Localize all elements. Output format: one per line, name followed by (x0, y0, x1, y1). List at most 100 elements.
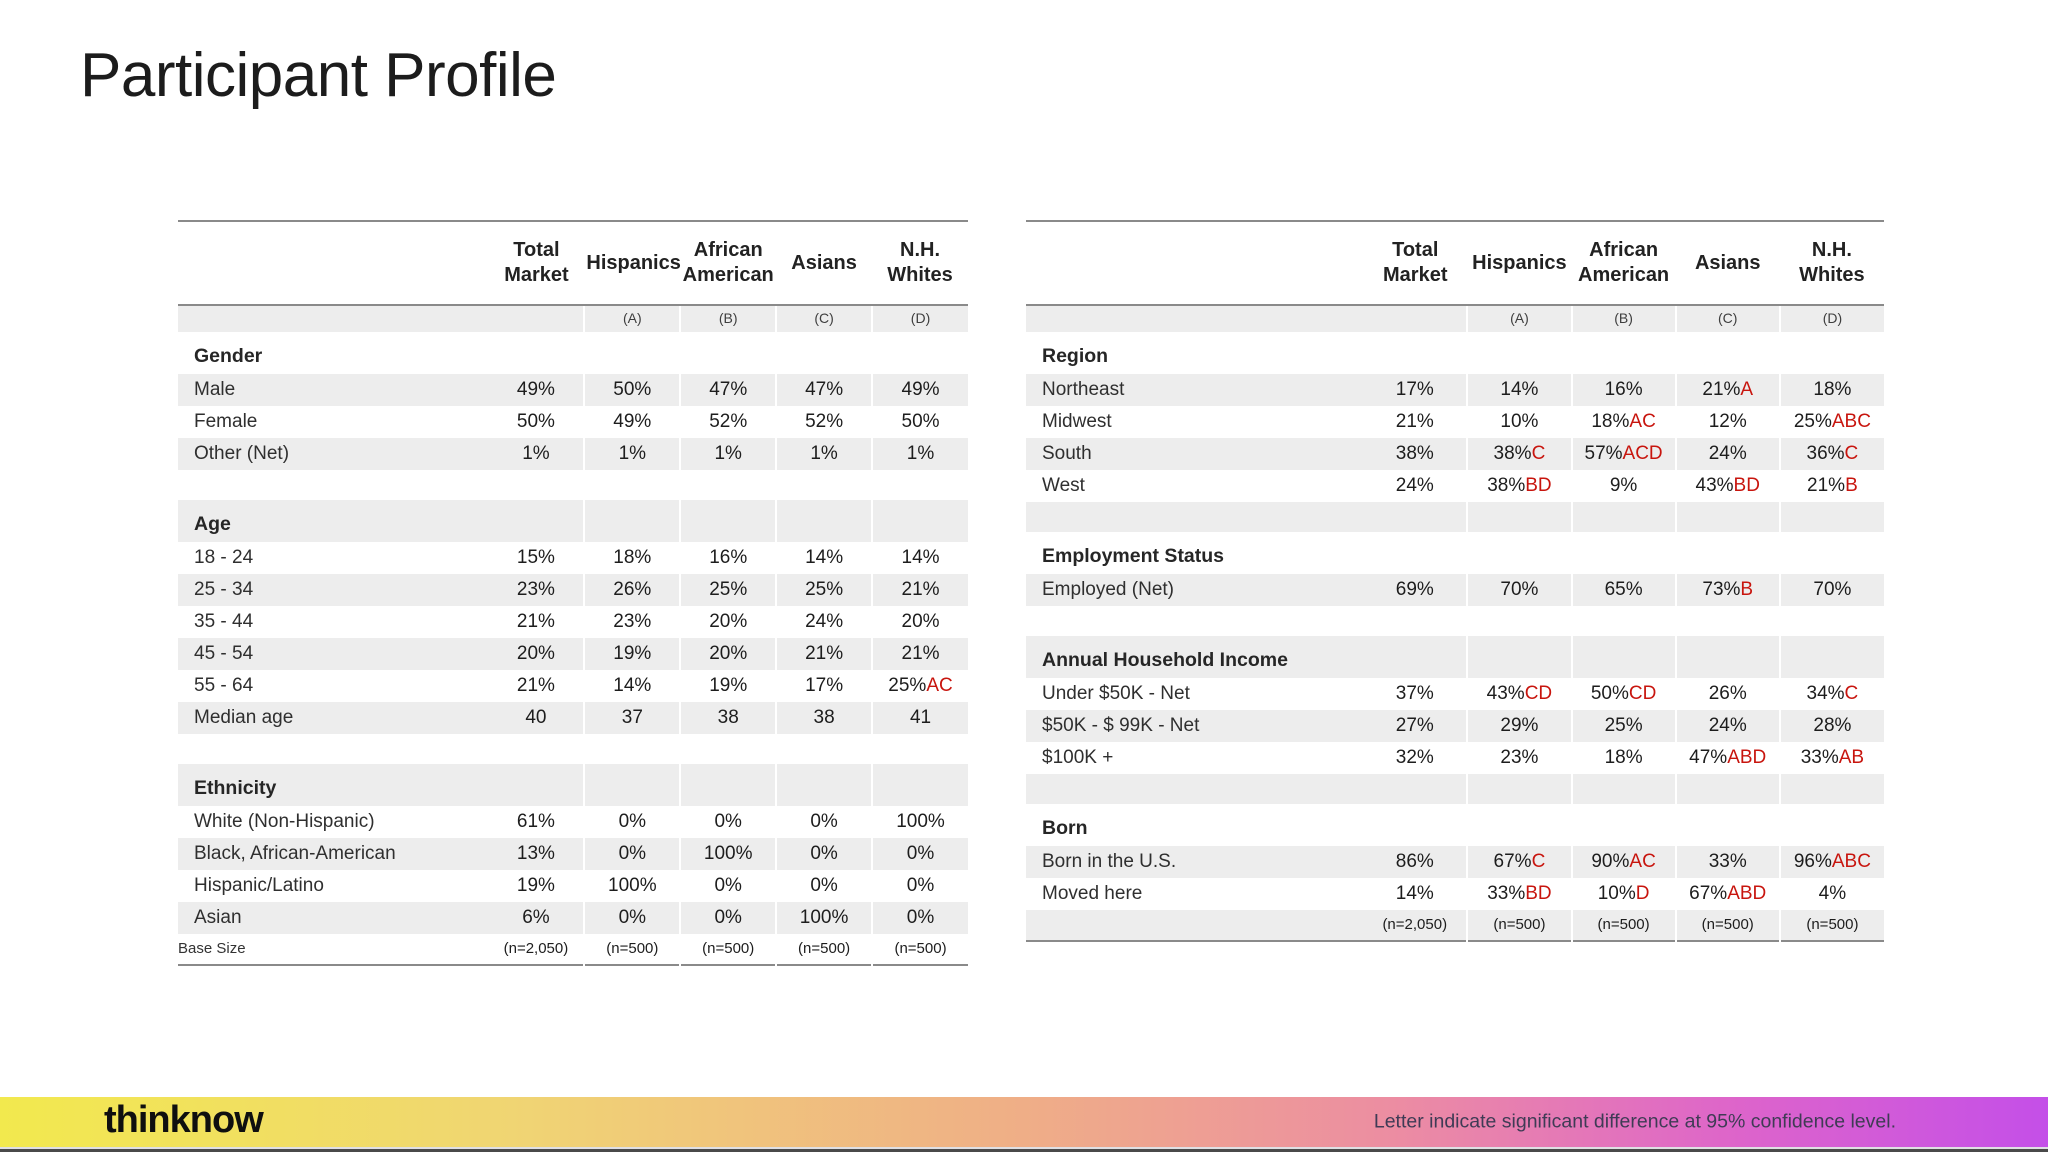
empty-cell (1363, 774, 1467, 804)
cell-value: 0% (679, 902, 777, 934)
significance-letters: C (1531, 851, 1546, 872)
column-header: Asians (776, 221, 873, 306)
cell-value: 49% (583, 406, 681, 438)
cell-value: 24% (1363, 470, 1467, 502)
value-text: 18% (1813, 379, 1852, 400)
empty-cell (1570, 804, 1676, 846)
row-label: $50K - $ 99K - Net (1042, 715, 1200, 736)
column-letter: (C) (775, 305, 873, 332)
cell-value: 100% (775, 902, 873, 934)
empty-cell (1466, 532, 1572, 574)
value-text: 1% (618, 443, 647, 464)
value-text: 37% (1395, 683, 1434, 704)
value-text: 0% (906, 843, 935, 864)
value-text: 90% (1591, 851, 1630, 872)
value-text: 20% (901, 611, 940, 632)
empty-cell (1570, 332, 1676, 374)
cell-value: (n=500) (871, 934, 968, 965)
value-text: 21% (805, 643, 844, 664)
data-row: Median age 40 37 38 38 41 (178, 702, 968, 734)
row-label: West (1042, 475, 1085, 496)
cell-value: 24% (1674, 438, 1780, 470)
section-header: Ethnicity (194, 777, 277, 799)
empty-cell (1570, 502, 1676, 532)
cell-value: 43%BD (1674, 470, 1780, 502)
significance-letters: AC (1629, 411, 1656, 432)
section-row: Born (1026, 804, 1884, 846)
cell-value: 14% (1466, 374, 1572, 406)
empty-cell (1674, 636, 1780, 678)
cell-value: 1% (775, 438, 873, 470)
cell-value: 47% (775, 374, 873, 406)
significance-letters: C (1531, 443, 1546, 464)
value-text: 0% (714, 907, 742, 928)
value-text: 14% (1395, 883, 1434, 904)
value-text: 50% (1590, 683, 1629, 704)
row-label: 45 - 54 (194, 643, 254, 664)
value-text: 29% (1500, 715, 1539, 736)
value-text: 38% (1395, 443, 1434, 464)
significance-letters: CD (1628, 683, 1657, 704)
empty-cell (1778, 502, 1884, 532)
value-text: 32% (1395, 747, 1434, 768)
column-letter (488, 305, 584, 332)
cell-value: 0% (679, 806, 777, 838)
base-row: (n=2,050) (n=500) (n=500) (n=500) (n=500) (1026, 910, 1884, 941)
value-text: 19% (709, 675, 748, 696)
data-row: 25 - 34 23% 26% 25% 25% 21% (178, 574, 968, 606)
section-header: Annual Household Income (1042, 649, 1288, 671)
value-text: 9% (1609, 475, 1638, 496)
significance-letters: ABC (1831, 411, 1871, 432)
row-label: Asian (194, 907, 242, 928)
cell-value: 20% (679, 606, 777, 638)
value-text: 34% (1806, 683, 1845, 704)
cell-value: 32% (1363, 742, 1467, 774)
value-text: 86% (1395, 851, 1434, 872)
empty-cell (1570, 606, 1676, 636)
cell-value: 19% (583, 638, 681, 670)
cell-value: 57%ACD (1570, 438, 1676, 470)
empty-cell (1363, 332, 1467, 374)
row-label: 55 - 64 (194, 675, 254, 696)
value-text: (n=500) (1597, 916, 1650, 933)
cell-value: 20% (679, 638, 777, 670)
cell-value: 27% (1363, 710, 1467, 742)
column-header: Hispanics (584, 221, 681, 306)
value-text: 13% (516, 843, 555, 864)
cell-value: (n=500) (1570, 910, 1676, 941)
value-text: 14% (1500, 379, 1539, 400)
section-header: Region (1042, 345, 1109, 367)
cell-value: 43%CD (1466, 678, 1572, 710)
cell-value: 24% (1674, 710, 1780, 742)
row-label: Midwest (1042, 411, 1112, 432)
row-label (178, 470, 488, 500)
value-text: 0% (810, 843, 838, 864)
row-label: Northeast (1042, 379, 1125, 400)
row-label: Employed (Net) (1042, 579, 1174, 600)
cell-value: 90%AC (1570, 846, 1676, 878)
empty-cell (1674, 774, 1780, 804)
value-text: 36% (1806, 443, 1845, 464)
section-row: Region (1026, 332, 1884, 374)
cell-value: 52% (679, 406, 777, 438)
spacer-row (1026, 774, 1884, 804)
value-text: 0% (906, 875, 935, 896)
cell-value: 14% (583, 670, 681, 702)
value-text: (n=500) (1806, 916, 1859, 933)
empty-cell (679, 764, 777, 806)
empty-cell (775, 734, 873, 764)
value-text: (n=2,050) (1382, 916, 1448, 933)
row-label (1026, 606, 1363, 636)
value-text: 73% (1702, 579, 1741, 600)
value-text: 10% (1500, 411, 1539, 432)
value-text: 57% (1584, 443, 1623, 464)
header-row: Total Market Hispanics African American Asi… (178, 221, 968, 306)
cell-value: 38 (679, 702, 777, 734)
value-text: 24% (805, 611, 844, 632)
cell-value: 21% (871, 574, 968, 606)
data-row: 18 - 24 15% 18% 16% 14% 14% (178, 542, 968, 574)
empty-cell (1363, 532, 1467, 574)
value-text: 47% (1689, 747, 1728, 768)
cell-value: 21%B (1778, 470, 1884, 502)
cell-value: 1% (583, 438, 681, 470)
